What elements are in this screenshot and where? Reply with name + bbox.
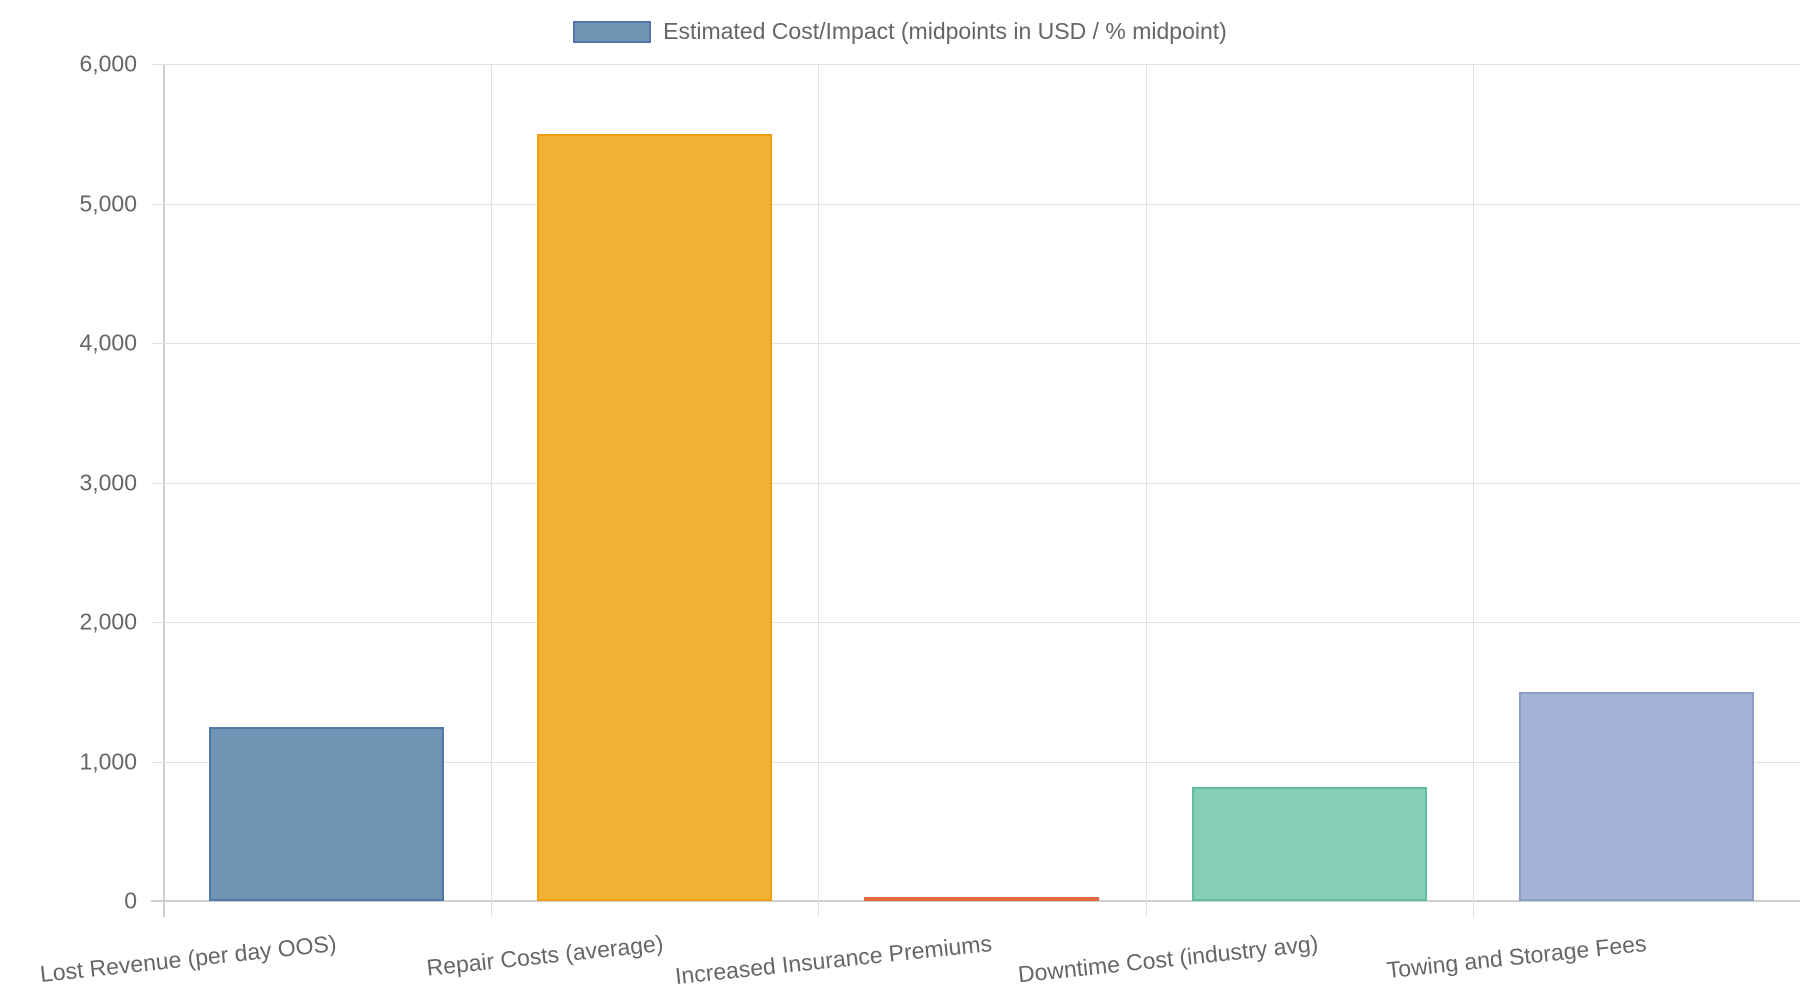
- x-tick-label: Lost Revenue (per day OOS): [38, 930, 338, 987]
- h-gridline: [151, 761, 1800, 763]
- bar[interactable]: [536, 133, 772, 901]
- v-gridline: [818, 64, 819, 917]
- x-tick-label: Repair Costs (average): [425, 930, 665, 981]
- y-axis-line: [163, 64, 165, 917]
- v-gridline: [490, 64, 492, 917]
- h-gridline: [151, 203, 1800, 205]
- y-tick-label: 5,000: [79, 190, 137, 216]
- h-gridline: [151, 622, 1800, 623]
- h-gridline: [151, 482, 1800, 484]
- x-axis-line: [151, 900, 1800, 902]
- bar[interactable]: [1191, 786, 1427, 901]
- bar[interactable]: [1519, 691, 1755, 901]
- plot-area: [151, 64, 1800, 917]
- y-tick-label: 4,000: [79, 329, 137, 356]
- bar[interactable]: [864, 897, 1100, 901]
- x-tick-label: Downtime Cost (industry avg): [1016, 930, 1320, 988]
- h-gridline: [151, 343, 1800, 344]
- y-tick-label: 1,000: [79, 748, 137, 774]
- y-tick-label: 6,000: [79, 50, 137, 77]
- h-gridline: [151, 64, 1800, 65]
- legend-label: Estimated Cost/Impact (midpoints in USD …: [663, 18, 1227, 44]
- y-tick-label: 2,000: [79, 608, 137, 635]
- x-tick-label: Towing and Storage Fees: [1385, 930, 1648, 984]
- v-gridline: [1145, 64, 1147, 917]
- x-tick-label: Increased Insurance Premiums: [673, 930, 993, 990]
- legend-swatch[interactable]: [573, 20, 652, 43]
- chart-legend[interactable]: Estimated Cost/Impact (midpoints in USD …: [0, 18, 1800, 45]
- y-tick-label: 3,000: [79, 469, 137, 495]
- y-tick-label: 0: [124, 887, 137, 914]
- bar[interactable]: [209, 726, 445, 901]
- v-gridline: [1473, 64, 1474, 917]
